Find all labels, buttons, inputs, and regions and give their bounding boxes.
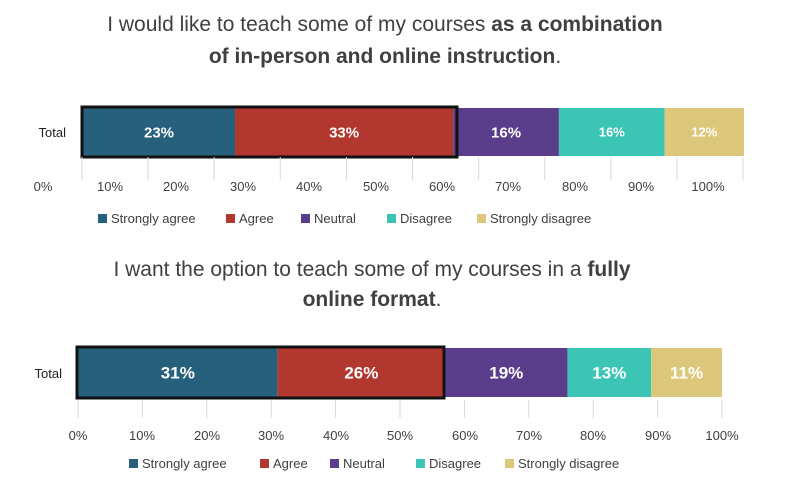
data-label: 13%	[592, 364, 626, 383]
legend-label: Disagree	[400, 211, 452, 226]
x-tick-label: 40%	[296, 179, 322, 194]
chart-title-segment: online format	[303, 288, 436, 311]
bar-segment-neutral	[453, 108, 559, 156]
x-tick-label: 90%	[645, 428, 671, 443]
bar-segment-strongly-agree	[78, 348, 278, 397]
x-tick-label: 90%	[628, 179, 654, 194]
legend-label: Strongly agree	[142, 456, 227, 471]
category-label: Total	[39, 125, 67, 140]
data-label: 23%	[144, 124, 174, 141]
data-label: 19%	[489, 364, 523, 383]
bar-segment-strongly-agree	[83, 108, 236, 156]
chart-title-segment: I would like to teach some of my courses	[107, 13, 491, 36]
legend-label: Strongly disagree	[490, 211, 591, 226]
x-tick-label: 70%	[516, 428, 542, 443]
x-tick-label: 0%	[34, 179, 53, 194]
x-tick-label: 10%	[97, 179, 123, 194]
category-label: Total	[35, 366, 63, 381]
bar-segment-neutral	[445, 348, 568, 397]
chart-title-segment: .	[436, 288, 442, 311]
x-tick-label: 60%	[429, 179, 455, 194]
chart-title-segment: of in-person and online instruction	[209, 45, 556, 68]
chart-title-segment: .	[555, 45, 561, 68]
x-tick-label: 70%	[495, 179, 521, 194]
legend-swatch	[301, 214, 310, 223]
data-label: 26%	[344, 364, 378, 383]
legend-label: Disagree	[429, 456, 481, 471]
x-tick-label: 100%	[691, 179, 725, 194]
legend-label: Neutral	[314, 211, 356, 226]
chart-title-line: of in-person and online instruction.	[209, 45, 561, 68]
legend-swatch	[226, 214, 235, 223]
chart-title-segment: I want the option to teach some of my co…	[113, 258, 587, 281]
x-tick-label: 30%	[230, 179, 256, 194]
x-tick-label: 30%	[258, 428, 284, 443]
x-tick-label: 40%	[323, 428, 349, 443]
data-label: 16%	[599, 125, 625, 140]
chart-title-segment: as a combination	[491, 13, 663, 36]
x-tick-label: 0%	[69, 428, 88, 443]
data-label: 11%	[670, 364, 703, 383]
legend-label: Agree	[239, 211, 274, 226]
x-tick-label: 10%	[129, 428, 155, 443]
bar-segment-strongly-disagree	[651, 348, 722, 397]
data-label: 16%	[491, 124, 521, 141]
legend-swatch	[260, 459, 269, 468]
legend-swatch	[129, 459, 138, 468]
bar-segment-disagree	[558, 108, 665, 156]
bar-segment-disagree	[567, 348, 652, 397]
legend-label: Neutral	[343, 456, 385, 471]
x-tick-label: 50%	[363, 179, 389, 194]
legend-label: Strongly disagree	[518, 456, 619, 471]
agree-highlight-border	[80, 105, 459, 159]
x-tick-label: 80%	[562, 179, 588, 194]
agree-highlight-border	[75, 345, 446, 400]
legend-swatch	[416, 459, 425, 468]
x-tick-label: 60%	[452, 428, 478, 443]
bar-segment-agree	[277, 348, 446, 397]
x-tick-label: 20%	[163, 179, 189, 194]
legend-swatch	[330, 459, 339, 468]
legend-swatch	[477, 214, 486, 223]
x-tick-label: 20%	[194, 428, 220, 443]
chart-title-line: I would like to teach some of my courses…	[107, 13, 663, 36]
legend-swatch	[505, 459, 514, 468]
x-tick-label: 80%	[580, 428, 606, 443]
x-tick-label: 50%	[387, 428, 413, 443]
bar-segment-strongly-disagree	[664, 108, 744, 156]
chart-title-line: online format.	[303, 288, 442, 311]
chart-title-line: I want the option to teach some of my co…	[113, 258, 630, 281]
bar-segment-agree	[235, 108, 454, 156]
legend-label: Strongly agree	[111, 211, 196, 226]
data-label: 31%	[161, 364, 195, 383]
data-label: 12%	[691, 125, 717, 140]
data-label: 33%	[329, 124, 359, 141]
chart-fully-online: I want the option to teach some of my co…	[35, 258, 740, 471]
chart-title-segment: fully	[587, 258, 630, 281]
legend-swatch	[387, 214, 396, 223]
legend-swatch	[98, 214, 107, 223]
chart-combination-instruction: I would like to teach some of my courses…	[34, 13, 744, 226]
legend-label: Agree	[273, 456, 308, 471]
x-tick-label: 100%	[705, 428, 739, 443]
